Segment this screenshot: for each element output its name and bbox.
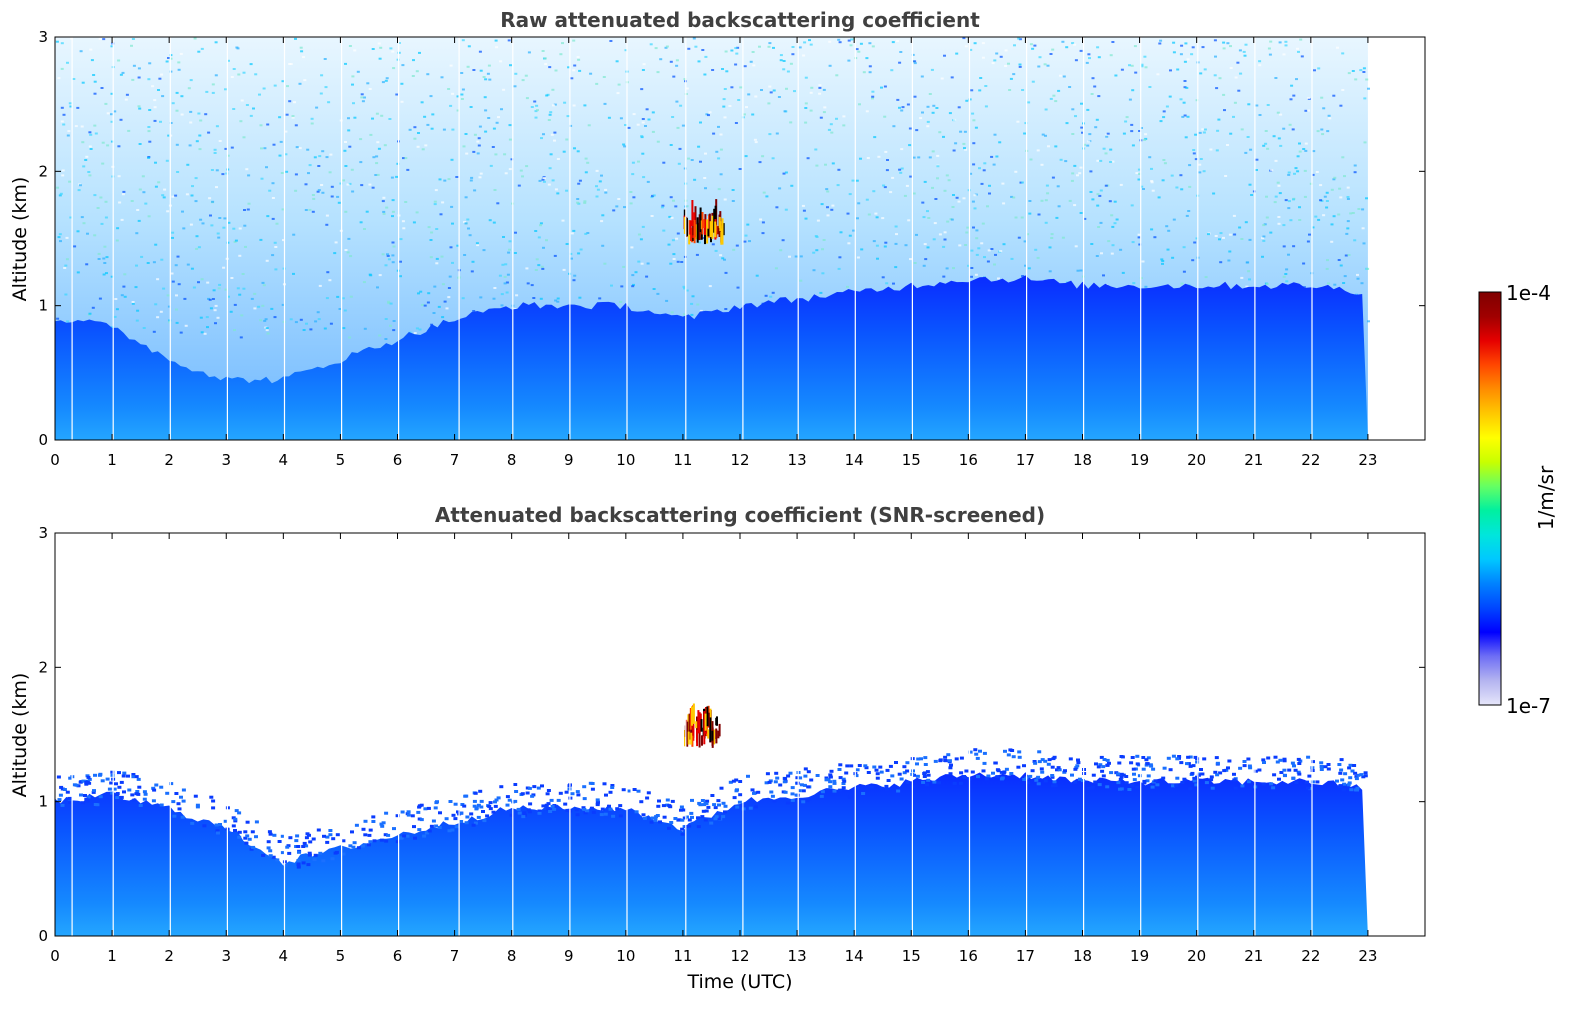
x-tick-label: 3	[221, 947, 231, 965]
x-tick-label: 3	[221, 451, 231, 469]
x-tick-label: 4	[279, 947, 289, 965]
panel-raw-y-ticks: 0 1 2 3	[38, 28, 1425, 449]
panel-raw-y-axis-label: Altitude (km)	[9, 177, 31, 302]
y-tick-label: 2	[38, 658, 48, 676]
x-tick-label: 15	[902, 451, 921, 469]
x-tick-label: 7	[450, 451, 460, 469]
y-tick-label: 0	[38, 431, 48, 449]
colorbar-unit-label: 1/m/sr	[1534, 465, 1558, 530]
y-tick-label: 1	[38, 793, 48, 811]
y-tick-label: 3	[38, 28, 48, 46]
colorbar-max-label: 1e-4	[1506, 281, 1551, 305]
y-tick-label: 0	[38, 927, 48, 945]
y-tick-label: 3	[38, 524, 48, 542]
data-gap-lines	[71, 37, 1313, 440]
x-tick-label: 13	[788, 451, 807, 469]
boundary-layer-area	[55, 275, 1368, 440]
strong-backscatter-patch	[683, 199, 725, 245]
x-tick-label: 13	[788, 947, 807, 965]
x-tick-label: 9	[564, 451, 574, 469]
panel-screened-y-axis-label: Altitude (km)	[9, 673, 31, 798]
x-tick-label: 4	[279, 451, 289, 469]
x-tick-label: 0	[50, 451, 60, 469]
x-tick-label: 19	[1130, 451, 1149, 469]
x-tick-label: 18	[1073, 451, 1092, 469]
x-tick-label: 22	[1301, 451, 1320, 469]
panel-screened-title: Attenuated backscattering coefficient (S…	[435, 503, 1045, 527]
x-tick-label: 18	[1073, 947, 1092, 965]
x-tick-label: 17	[1016, 451, 1035, 469]
x-tick-label: 21	[1244, 947, 1263, 965]
x-tick-label: 11	[673, 947, 692, 965]
x-tick-label: 10	[616, 451, 635, 469]
x-tick-label: 15	[902, 947, 921, 965]
x-tick-label: 22	[1301, 947, 1320, 965]
x-tick-label: 6	[393, 451, 403, 469]
x-tick-label: 11	[673, 451, 692, 469]
panel-raw: Raw attenuated backscattering coefficien…	[9, 8, 1426, 469]
panel-screened-y-ticks: 0 1 2 3	[38, 524, 1425, 945]
x-tick-label: 14	[845, 947, 864, 965]
panel-raw-x-ticks: 0 1 2 3 4 5 6 7 8 9 10 11 12 13 14 15 16 17 18 19 20 21 22 23	[50, 37, 1377, 469]
panel-screened: Attenuated backscattering coefficient (S…	[9, 503, 1426, 993]
x-tick-label: 23	[1358, 451, 1377, 469]
x-tick-label: 20	[1187, 451, 1206, 469]
x-tick-label: 2	[164, 947, 174, 965]
x-tick-label: 8	[507, 451, 517, 469]
x-tick-label: 9	[564, 947, 574, 965]
panel-screened-plot-area	[55, 533, 1425, 936]
x-tick-label: 17	[1016, 947, 1035, 965]
x-tick-label: 12	[730, 451, 749, 469]
x-tick-label: 7	[450, 947, 460, 965]
x-tick-label: 8	[507, 947, 517, 965]
x-tick-label: 14	[845, 451, 864, 469]
x-tick-label: 2	[164, 451, 174, 469]
x-tick-label: 6	[393, 947, 403, 965]
x-tick-label: 1	[107, 947, 117, 965]
panel-raw-plot-area	[55, 37, 1370, 440]
x-tick-label: 19	[1130, 947, 1149, 965]
x-tick-label: 16	[959, 947, 978, 965]
x-tick-label: 5	[336, 947, 346, 965]
x-tick-label: 10	[616, 947, 635, 965]
x-tick-label: 21	[1244, 451, 1263, 469]
y-tick-label: 2	[38, 162, 48, 180]
y-tick-label: 1	[38, 297, 48, 315]
data-gap-lines	[71, 533, 1313, 936]
colorbar-bar	[1478, 291, 1502, 706]
panel-screened-x-ticks: 0 1 2 3 4 5 6 7 8 9 10 11 12 13 14 15 16 17 18 19 20 21 22 23	[50, 533, 1377, 965]
x-tick-label: 23	[1358, 947, 1377, 965]
screened-edge-specks	[56, 748, 1368, 869]
boundary-layer-area	[55, 772, 1368, 936]
x-tick-label: 16	[959, 451, 978, 469]
panel-screened-x-axis-label: Time (UTC)	[686, 971, 792, 993]
x-tick-label: 12	[730, 947, 749, 965]
colorbar-min-label: 1e-7	[1506, 694, 1551, 718]
x-tick-label: 1	[107, 451, 117, 469]
panel-raw-title: Raw attenuated backscattering coefficien…	[500, 8, 980, 32]
x-tick-label: 5	[336, 451, 346, 469]
colorbar: 1e-4 1e-7 1/m/sr	[1478, 281, 1558, 718]
x-tick-label: 0	[50, 947, 60, 965]
x-tick-label: 20	[1187, 947, 1206, 965]
